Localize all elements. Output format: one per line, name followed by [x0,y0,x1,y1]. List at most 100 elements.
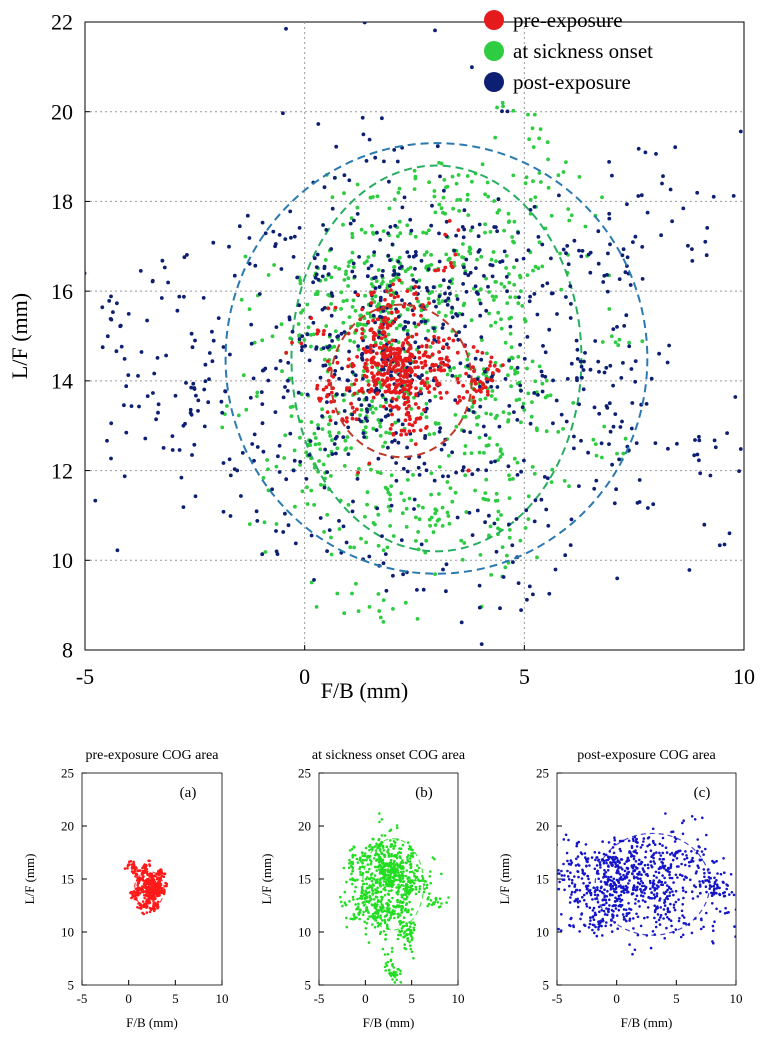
data-point [506,373,510,378]
data-point [507,535,512,540]
data-point [390,440,394,444]
data-point [378,424,383,429]
data-point [81,333,85,337]
data-point [485,180,490,185]
data-point [393,916,396,920]
data-point [715,907,718,911]
x-axis-label: F/B (mm) [363,1015,415,1030]
data-point [297,333,301,338]
data-point [412,921,415,924]
data-point [383,834,387,837]
data-point [752,911,755,914]
data-point [530,126,535,131]
data-point [611,864,614,868]
data-point [394,874,398,877]
data-point [681,933,685,937]
data-point [541,857,544,860]
data-point [585,891,589,895]
data-point [570,916,573,920]
data-point [261,449,266,454]
data-point [583,924,587,927]
data-point [495,517,500,522]
data-point [386,413,390,418]
data-point [429,492,433,497]
data-point [481,424,486,429]
data-point [460,557,465,562]
data-point [458,361,463,366]
data-point [85,271,87,276]
data-point [672,854,675,857]
data-point [399,861,403,864]
data-point [478,379,482,384]
data-point [365,502,369,507]
data-point [633,948,637,952]
data-point [477,450,482,455]
data-point [415,588,419,592]
data-point [621,913,625,916]
data-point [378,341,383,346]
legend-marker [484,41,504,61]
data-point [508,331,513,336]
data-point [366,255,371,259]
data-point [376,543,381,548]
data-point [329,474,333,478]
data-point [478,553,483,557]
data-point [315,328,320,333]
data-point [54,539,58,543]
data-point [536,849,539,852]
data-point [572,925,575,929]
data-point [247,522,252,526]
data-point [575,378,579,383]
data-point [462,429,466,433]
data-point [370,903,374,906]
data-point [348,545,353,550]
data-point [600,195,604,200]
data-point [350,864,353,867]
data-point [228,352,232,357]
data-point [759,907,762,910]
data-point [469,451,474,455]
data-point [632,857,636,861]
data-point [194,393,198,398]
data-point [383,389,388,394]
data-point [495,229,499,234]
y-tick-label: 14 [51,369,73,394]
data-point [382,863,386,866]
data-point [283,237,288,242]
data-point [150,885,154,888]
data-point [480,351,485,355]
data-point [438,283,443,288]
data-point [260,552,265,557]
data-point [432,902,436,906]
data-point [360,307,364,312]
data-point [399,538,404,542]
data-point [400,365,405,370]
data-point [525,273,530,277]
data-point [611,327,616,331]
data-point [369,292,374,297]
data-point [412,872,416,875]
data-point [634,902,637,905]
data-point [444,185,448,190]
data-point [129,404,134,408]
data-point [428,345,433,349]
data-point [518,342,522,347]
data-point [532,519,537,524]
data-point [588,367,593,372]
data-point [393,364,398,368]
data-point [489,384,494,389]
data-point [486,498,491,502]
data-point [607,307,612,311]
data-point [247,261,252,266]
data-point [400,422,405,427]
data-point [657,881,660,884]
data-point [387,893,391,896]
data-point [638,905,641,908]
data-point [392,970,396,974]
data-point [490,263,495,268]
data-point [407,357,412,362]
data-point [602,859,605,863]
data-point [488,524,493,529]
data-point [690,247,694,252]
data-point [344,416,349,420]
